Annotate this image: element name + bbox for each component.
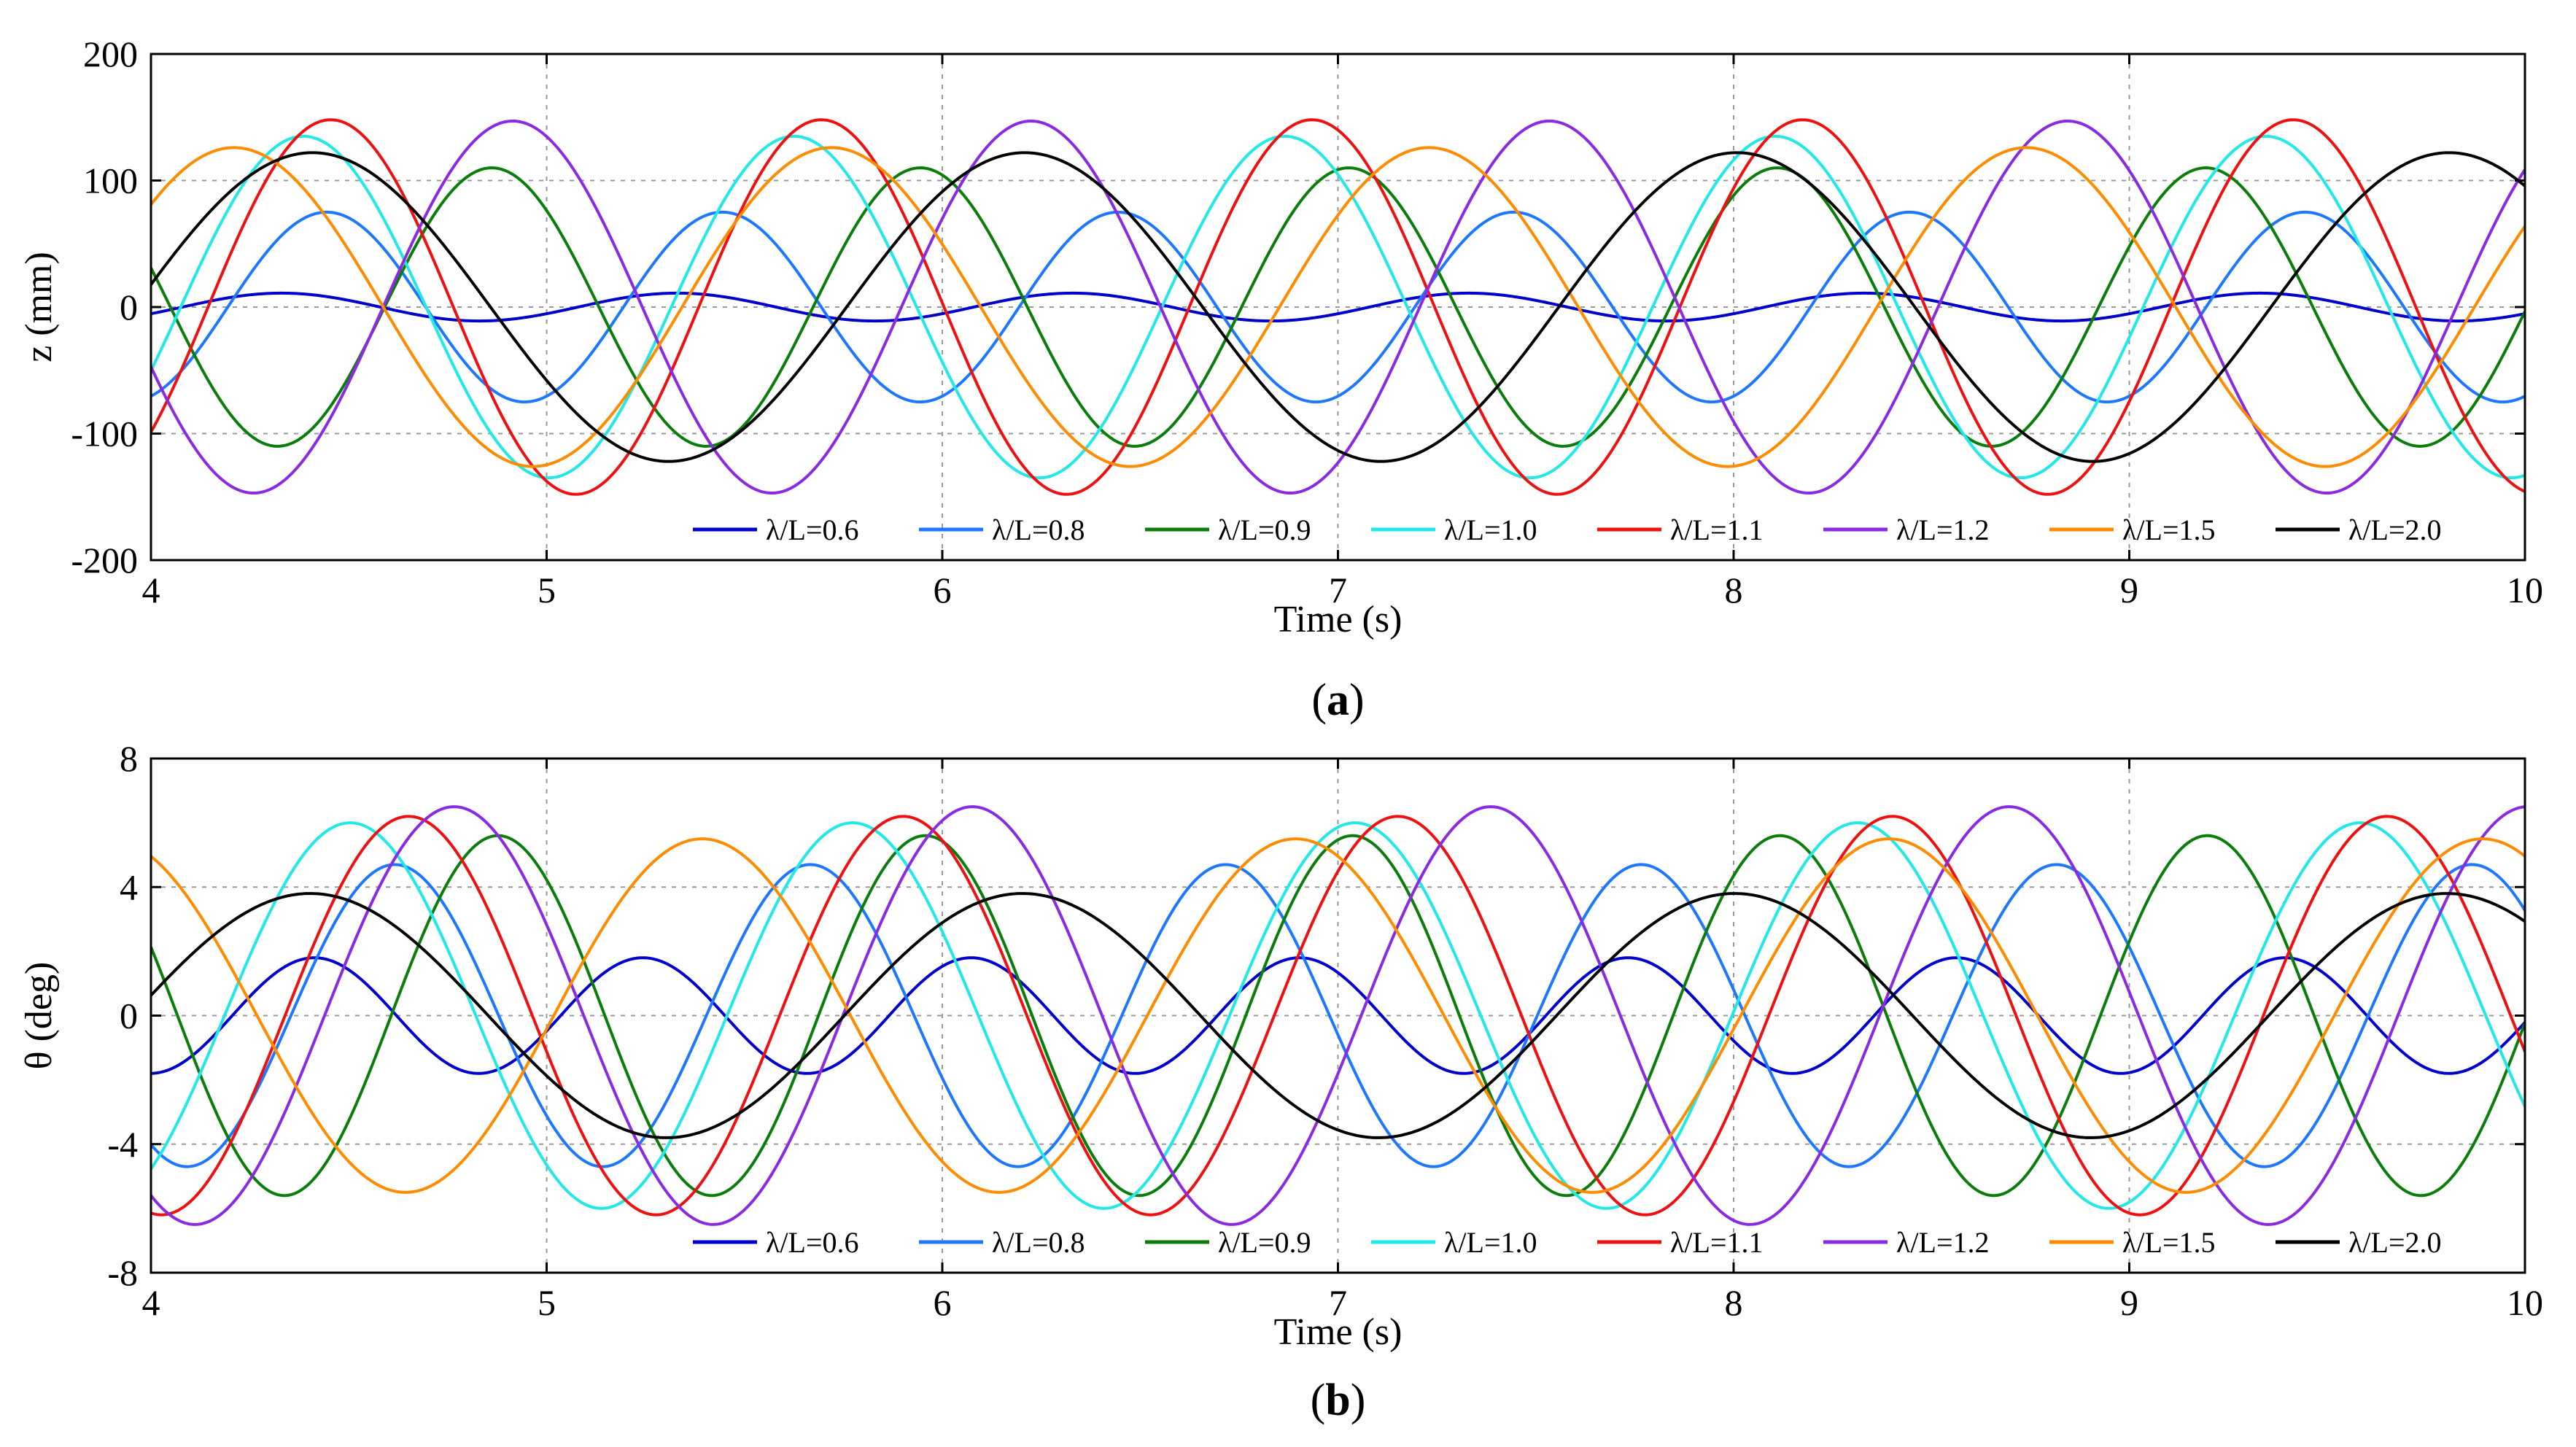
x-tick-label: 6 [934,1282,952,1323]
y-tick-label: 0 [120,996,138,1036]
legend: λ/L=0.6 λ/L=0.8 λ/L=0.9 λ/L=1.0 λ/L=1.1 λ/L=1… [693,1226,2442,1259]
series-line--L-0-9 [151,166,2525,448]
legend-label: λ/L=1.2 [1896,1226,1990,1259]
y-tick-label: 4 [120,866,138,907]
x-tick-label: 8 [1725,570,1743,610]
series-line--L-1-0 [151,134,2525,480]
series-line--L-0-9 [151,834,2525,1198]
x-tick-label: 5 [538,570,556,610]
x-tick-label: 9 [2120,1282,2138,1323]
legend-label: λ/L=1.1 [1670,1226,1764,1259]
series-line--L-1-5 [151,837,2525,1194]
y-axis-title: z (mm) [18,252,60,362]
legend-label: λ/L=0.9 [1218,513,1311,546]
x-tick-label: 7 [1329,570,1347,610]
legend-label: λ/L=0.8 [992,513,1085,546]
caption-letter: a [1327,675,1349,725]
x-tick-label: 4 [142,570,160,610]
legend-label: λ/L=0.6 [766,1226,859,1259]
grid [151,759,2525,1273]
series-line--L-1-2 [151,119,2525,495]
y-tick-label: -4 [107,1124,138,1165]
panel-caption: (b) [1311,1376,1366,1425]
x-tick-label: 4 [142,1282,160,1323]
caption-close: ) [1349,675,1365,725]
legend: λ/L=0.6 λ/L=0.8 λ/L=0.9 λ/L=1.0 λ/L=1.1 λ/L=1… [693,513,2442,546]
y-tick-label: 100 [83,160,138,201]
caption-letter: b [1325,1376,1350,1425]
series-line--L-1-1 [151,118,2525,496]
y-axis-title: θ (deg) [18,962,60,1070]
x-axis-title: Time (s) [1274,599,1403,640]
series-line--L-2-0 [151,892,2525,1139]
x-tick-label: 7 [1329,1282,1347,1323]
series-group [151,805,2525,1226]
x-tick-label: 10 [2507,1282,2543,1323]
series-line--L-0-6 [151,291,2525,323]
x-tick-label: 9 [2120,570,2138,610]
legend-label: λ/L=1.5 [2122,1226,2216,1259]
y-tick-label: -100 [71,414,138,454]
legend-label: λ/L=1.5 [2122,513,2216,546]
x-tick-label: 6 [934,570,952,610]
series-line--L-1-0 [151,821,2525,1210]
caption-open: ( [1311,1376,1326,1425]
legend-label: λ/L=0.8 [992,1226,1085,1259]
panel-caption: (a) [1311,675,1364,725]
legend-label: λ/L=0.6 [766,513,859,546]
y-tick-label: -200 [71,540,138,581]
y-tick-label: 200 [83,34,138,74]
legend-label: λ/L=1.2 [1896,513,1990,546]
y-tick-label: 0 [120,287,138,327]
x-axis-title: Time (s) [1274,1311,1403,1353]
legend-label: λ/L=1.1 [1670,513,1764,546]
chart-panel-a: 4 5 6 7 8 9 10 -200 -100 0 100 200 Time (s) z (mm) λ/L… [18,34,2543,725]
y-tick-label: -8 [107,1252,138,1293]
series-line--L-2-0 [151,151,2525,463]
legend-label: λ/L=1.0 [1444,1226,1537,1259]
series-line--L-0-8 [151,863,2525,1168]
series-line--L-1-1 [151,815,2525,1217]
legend-label: λ/L=1.0 [1444,513,1537,546]
series-line--L-1-5 [151,146,2525,468]
x-tick-label: 8 [1725,1282,1743,1323]
caption-close: ) [1351,1376,1366,1425]
caption-open: ( [1311,675,1327,725]
series-group [151,118,2525,496]
x-tick-label: 5 [538,1282,556,1323]
series-line--L-0-8 [151,210,2525,404]
legend-label: λ/L=2.0 [2348,1226,2442,1259]
x-tick-label: 10 [2507,570,2543,610]
legend-label: λ/L=2.0 [2348,513,2442,546]
series-line--L-1-2 [151,805,2525,1226]
y-tick-label: 8 [120,738,138,779]
legend-label: λ/L=0.9 [1218,1226,1311,1259]
